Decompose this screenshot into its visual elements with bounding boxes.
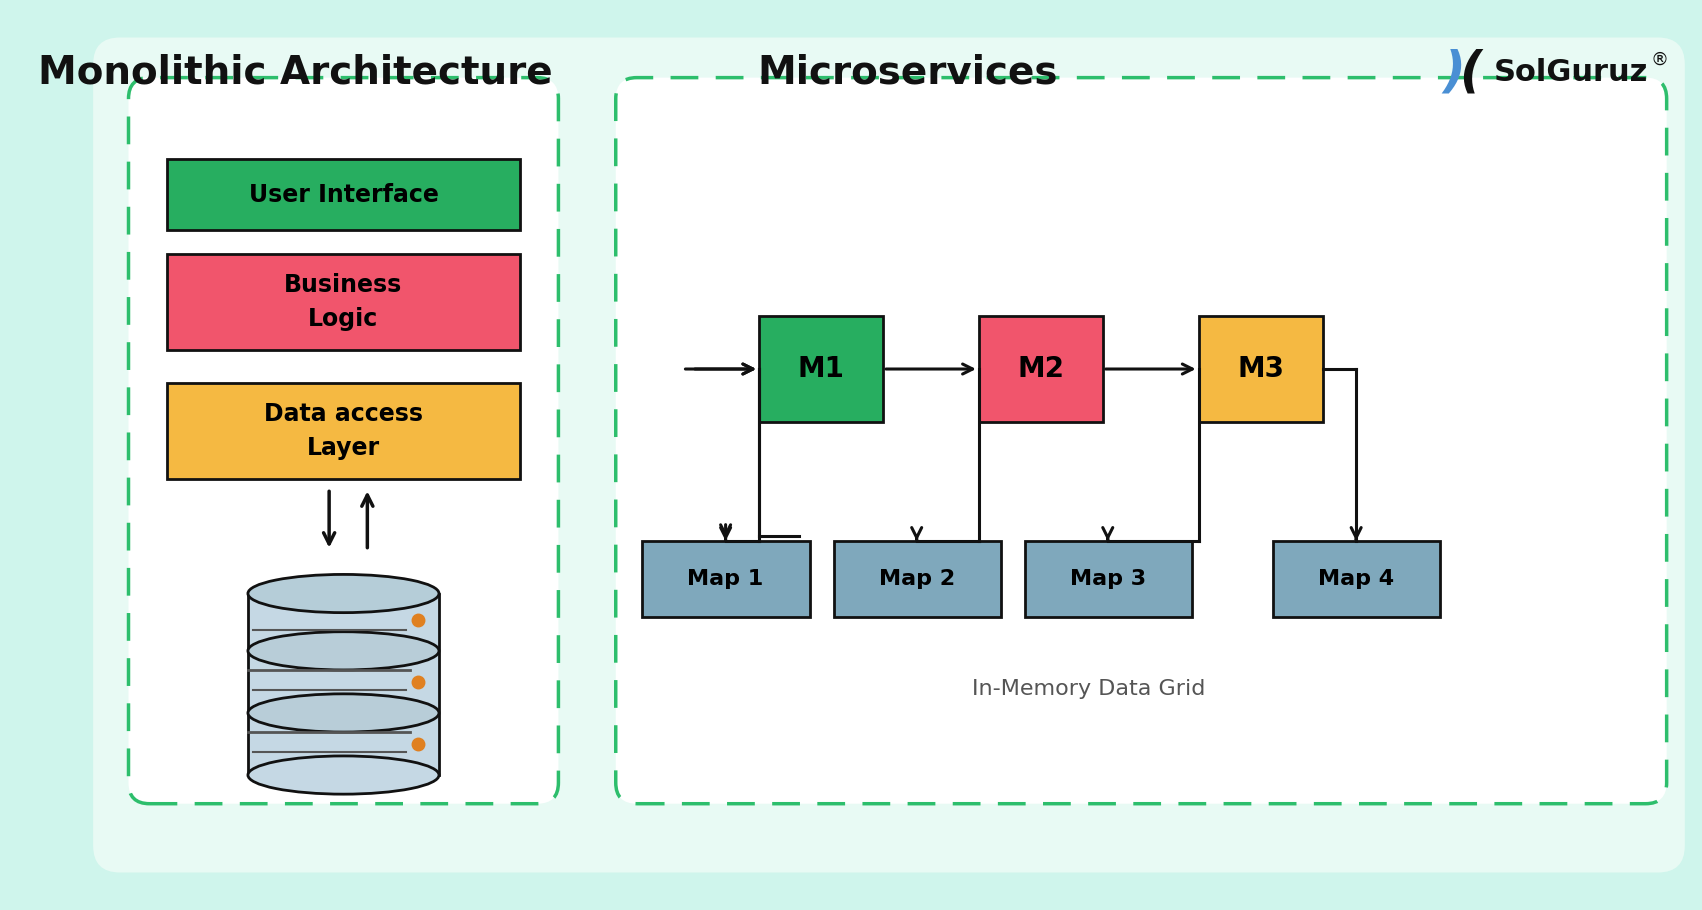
FancyBboxPatch shape (94, 37, 1685, 873)
Bar (248, 651, 439, 713)
Text: Microservices: Microservices (757, 54, 1057, 92)
FancyBboxPatch shape (616, 77, 1666, 804)
Bar (248, 593, 439, 651)
Text: Business
Logic: Business Logic (284, 273, 403, 331)
Ellipse shape (248, 756, 439, 794)
Text: Map 1: Map 1 (688, 569, 764, 589)
Text: Map 2: Map 2 (878, 569, 955, 589)
Bar (1025, 541, 1191, 617)
Text: In-Memory Data Grid: In-Memory Data Grid (972, 679, 1205, 699)
Text: Map 4: Map 4 (1317, 569, 1394, 589)
Text: (: ( (1459, 49, 1482, 96)
Text: SolGuruz: SolGuruz (1494, 58, 1648, 87)
Ellipse shape (248, 693, 439, 732)
Bar (834, 541, 1001, 617)
Text: ): ) (1442, 49, 1465, 96)
Bar (248, 713, 439, 775)
FancyBboxPatch shape (129, 77, 558, 804)
Text: M3: M3 (1237, 355, 1283, 383)
Bar (642, 541, 810, 617)
Bar (1273, 541, 1440, 617)
Text: ®: ® (1651, 50, 1670, 68)
Bar (167, 383, 521, 479)
Bar (759, 317, 883, 421)
Bar (1198, 317, 1322, 421)
Bar (167, 159, 521, 230)
Text: Monolithic Architecture: Monolithic Architecture (39, 54, 553, 92)
Ellipse shape (248, 632, 439, 670)
Text: Map 3: Map 3 (1069, 569, 1145, 589)
Text: M2: M2 (1018, 355, 1064, 383)
Text: M1: M1 (798, 355, 844, 383)
Text: Data access
Layer: Data access Layer (264, 402, 424, 460)
Bar (167, 255, 521, 350)
Ellipse shape (248, 574, 439, 612)
Text: User Interface: User Interface (248, 183, 439, 207)
Bar (979, 317, 1103, 421)
